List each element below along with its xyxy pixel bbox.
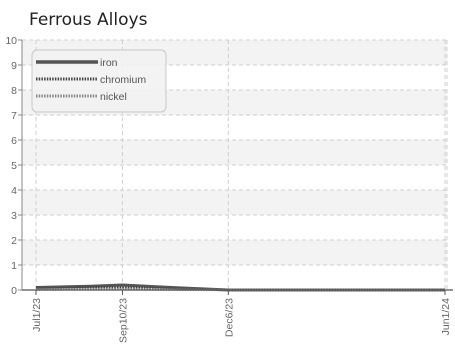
plot-band	[22, 115, 447, 140]
y-tick-labels: 0 1 2 3 4 5 6 7 8 9 10	[5, 35, 22, 297]
legend-box	[31, 49, 167, 113]
y-tick-label: 8	[11, 85, 17, 97]
x-tick-labels: Jul1/23 Sep10/23 Dec6/23 Jun1/24	[31, 290, 452, 343]
x-tick-label: Dec6/23	[223, 298, 235, 337]
chart-title: Ferrous Alloys	[29, 10, 148, 30]
y-tick-label: 1	[11, 260, 17, 272]
y-tick-label: 7	[11, 110, 17, 122]
y-tick-label: 0	[11, 285, 17, 297]
plot-band	[22, 140, 447, 165]
legend-label-nickel: nickel	[100, 91, 127, 103]
plot-band	[22, 240, 447, 265]
y-tick-label: 3	[11, 210, 17, 222]
y-tick-label: 9	[11, 60, 17, 72]
legend-label-iron: iron	[100, 57, 118, 69]
legend: iron chromium nickel	[31, 49, 167, 113]
x-tick-label: Jul1/23	[31, 298, 43, 332]
y-tick-label: 2	[11, 235, 17, 247]
series-line-chromium	[35, 286, 445, 292]
x-tick-label: Sep10/23	[117, 298, 129, 343]
plot-band	[22, 215, 447, 240]
y-tick-label: 4	[11, 185, 17, 197]
plot-band	[22, 190, 447, 215]
y-tick-label: 6	[11, 135, 17, 147]
y-tick-label: 10	[5, 35, 17, 47]
legend-label-chromium: chromium	[100, 74, 146, 86]
plot-band	[22, 165, 447, 190]
y-tick-label: 5	[11, 160, 17, 172]
x-tick-label: Jun1/24	[440, 298, 452, 336]
